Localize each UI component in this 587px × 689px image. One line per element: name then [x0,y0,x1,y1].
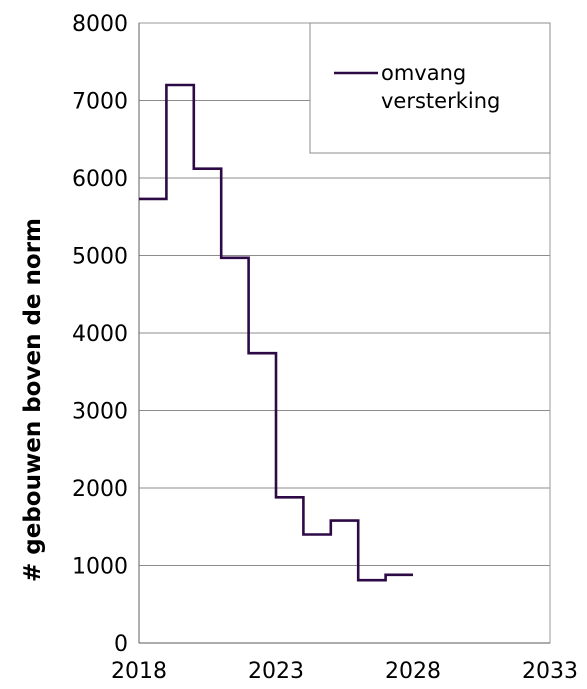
y-tick-label: 3000 [72,400,128,425]
y-tick-label: 8000 [72,12,128,37]
y-tick-label: 1000 [72,555,128,580]
y-axis-tick-labels: 0 1000 2000 3000 4000 5000 6000 7000 8000 [72,12,128,657]
gridlines [139,22,550,566]
y-tick-label: 0 [114,632,128,657]
legend-box [309,22,551,154]
x-tick-label: 2028 [385,659,441,684]
legend: omvang versterking [309,22,551,154]
legend-label: omvang versterking [381,61,500,113]
y-axis-title: # gebouwen boven de norm [20,218,46,582]
x-tick-label: 2023 [248,659,304,684]
series-layer [139,83,413,582]
axes [138,23,550,644]
y-tick-label: 6000 [72,167,128,192]
y-tick-label: 4000 [72,322,128,347]
y-tick-label: 7000 [72,90,128,115]
x-axis-tick-labels: 2018 2023 2028 2033 [111,659,578,684]
series-line [139,83,413,582]
x-tick-label: 2033 [522,659,578,684]
y-tick-label: 2000 [72,477,128,502]
x-tick-label: 2018 [111,659,167,684]
y-tick-label: 5000 [72,245,128,270]
